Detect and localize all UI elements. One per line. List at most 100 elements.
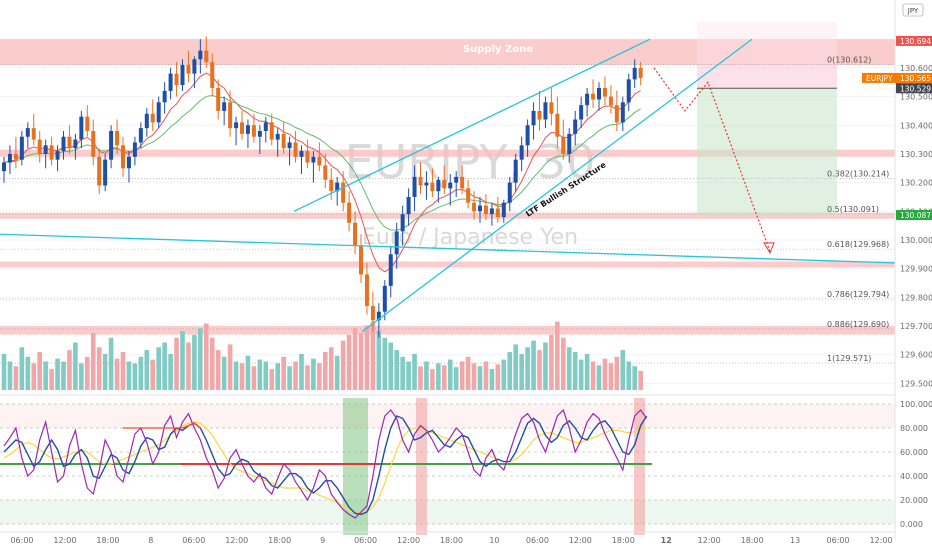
volume-bar-33: [198, 328, 203, 390]
candle-body-44: [263, 122, 268, 131]
volume-bar-46: [275, 363, 280, 390]
time-label-10: 18:00: [440, 536, 463, 545]
osc-highlight-red-1: [416, 398, 427, 535]
volume-bar-48: [287, 366, 292, 390]
candle-body-71: [424, 182, 429, 186]
candle-body-8: [49, 145, 54, 160]
candle-body-50: [299, 151, 304, 157]
candle-body-69: [412, 176, 417, 197]
time-label-19: 06:00: [827, 536, 850, 545]
volume-bar-58: [346, 334, 352, 390]
volume-bar-30: [180, 331, 185, 390]
volume-bar-81: [483, 361, 489, 390]
volume-bar-72: [430, 369, 435, 390]
candle-body-32: [192, 59, 197, 74]
volume-bar-80: [477, 366, 483, 390]
projection-arrow: [763, 242, 775, 255]
candle-body-20: [121, 145, 125, 169]
volume-bar-7: [43, 361, 48, 390]
candle-body-74: [442, 179, 447, 189]
candles: [2, 36, 643, 338]
volume-bar-89: [531, 340, 536, 390]
candle-body-24: [144, 113, 149, 129]
volume-bar-62: [370, 321, 376, 390]
candle-body-59: [353, 222, 358, 246]
volume-bar-92: [549, 334, 554, 390]
volume-bar-67: [400, 356, 405, 390]
price-tick-8: 129.900: [900, 265, 932, 274]
volume-bar-54: [323, 352, 328, 390]
currency-badge-box: [902, 3, 924, 17]
volume-bar-65: [388, 342, 394, 390]
volume-bar-56: [334, 355, 340, 390]
candle-body-60: [359, 245, 363, 275]
fib-label-6: 1(129.571): [827, 354, 871, 363]
fib-label-2: 0.5(130.091): [827, 205, 879, 214]
candle-body-49: [293, 142, 298, 157]
risk-box: [697, 22, 837, 65]
candle-body-80: [478, 205, 482, 212]
volume-bar-87: [519, 353, 524, 390]
volume-bar-50: [299, 353, 304, 390]
candle-body-1: [7, 153, 12, 163]
price-tick-5: 130.200: [900, 179, 932, 188]
candle-body-14: [85, 116, 90, 131]
price-badge-box-0: [896, 35, 932, 46]
volume-bar-95: [566, 347, 572, 390]
candle-body-42: [251, 125, 256, 137]
volume-bar-101: [602, 358, 608, 390]
volume-bar-32: [192, 334, 197, 390]
osc-tick-2: 60.000: [900, 448, 928, 457]
candle-body-81: [483, 205, 488, 215]
time-label-9: 12:00: [397, 536, 420, 545]
volume-bar-85: [507, 352, 513, 390]
volume-bar-28: [168, 353, 173, 390]
time-label-0: 06:00: [10, 536, 33, 545]
volume-bar-105: [626, 361, 632, 390]
volume-bar-86: [513, 344, 518, 390]
price-tick-1: 130.600: [900, 64, 932, 73]
candle-body-30: [180, 65, 185, 86]
osc-tick-0: 100.000: [900, 400, 932, 409]
candle-body-53: [317, 156, 322, 166]
volume-bar-55: [328, 347, 334, 390]
volume-bar-73: [436, 363, 441, 390]
volume-bar-100: [596, 365, 602, 390]
candle-body-66: [394, 231, 399, 255]
candle-body-55: [329, 179, 334, 192]
candle-body-77: [460, 176, 465, 189]
candle-body-35: [210, 62, 215, 88]
candle-body-61: [364, 274, 369, 306]
volume-bar-14: [85, 356, 90, 390]
candle-body-64: [382, 285, 387, 312]
candle-body-65: [388, 254, 393, 286]
volume-bar-96: [572, 352, 578, 390]
volume-bar-90: [537, 350, 542, 390]
candle-body-19: [115, 130, 120, 146]
volume-bar-21: [126, 361, 132, 390]
price-badge-box-2: [896, 83, 932, 94]
price-tick-3: 130.400: [900, 121, 932, 130]
volume-bar-44: [263, 361, 269, 390]
volume-bar-1: [7, 361, 13, 390]
volume-bar-31: [186, 342, 191, 390]
candle-body-18: [109, 130, 114, 160]
time-axis: 06:00 12:00 18:00 8 06:00 12:00 18:00 9 06:00 12:…: [0, 531, 895, 545]
candle-body-54: [323, 165, 328, 180]
fib-label-3: 0.618(129.968): [827, 240, 889, 249]
volume-bar-16: [96, 347, 102, 390]
volume-bar-51: [305, 365, 310, 390]
candle-body-98: [585, 93, 590, 106]
volume-bar-36: [215, 350, 221, 390]
volume-bar-91: [543, 342, 548, 390]
volume-bar-29: [174, 337, 179, 390]
candle-body-0: [2, 162, 6, 172]
volume-bar-104: [620, 350, 626, 390]
zone-rect-2: [0, 212, 895, 219]
time-label-6: 18:00: [268, 536, 291, 545]
fib-label-1: 0.382(130.214): [827, 170, 889, 179]
candle-body-38: [228, 102, 233, 129]
price-tick-2: 130.500: [900, 93, 932, 102]
osc-tick-1: 80.000: [900, 424, 928, 433]
price-badge-1: 130.565: [900, 74, 931, 83]
